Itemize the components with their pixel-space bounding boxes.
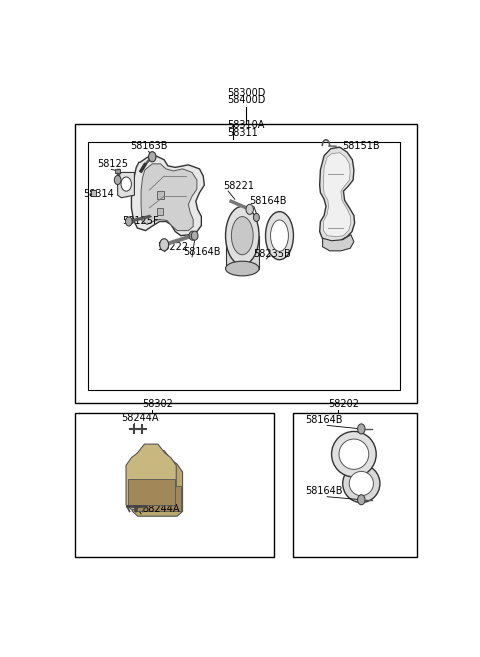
Ellipse shape [343, 464, 380, 503]
Text: 58164B: 58164B [305, 415, 343, 425]
Ellipse shape [339, 439, 369, 469]
Text: 58164B: 58164B [249, 196, 287, 206]
Circle shape [358, 495, 365, 505]
Circle shape [148, 152, 156, 162]
Text: 58125F: 58125F [122, 215, 159, 225]
Text: 58221: 58221 [223, 181, 254, 191]
Polygon shape [128, 480, 175, 505]
Ellipse shape [226, 261, 259, 276]
Polygon shape [141, 164, 197, 231]
Polygon shape [323, 235, 354, 251]
Polygon shape [132, 156, 204, 236]
Circle shape [125, 217, 132, 226]
Text: 58235B: 58235B [252, 249, 290, 259]
Polygon shape [324, 152, 351, 237]
Polygon shape [157, 208, 163, 215]
Ellipse shape [332, 432, 376, 477]
Circle shape [160, 238, 168, 251]
Text: 58125: 58125 [97, 159, 128, 169]
Polygon shape [118, 172, 134, 198]
Circle shape [192, 231, 198, 240]
Circle shape [121, 177, 132, 191]
Text: 58311: 58311 [228, 127, 258, 137]
Text: 58300D: 58300D [227, 87, 265, 97]
Polygon shape [134, 486, 181, 511]
Ellipse shape [231, 217, 253, 255]
Text: 58151B: 58151B [342, 141, 380, 151]
Polygon shape [115, 170, 120, 173]
Text: 58222: 58222 [157, 242, 189, 252]
Text: 58310A: 58310A [228, 120, 265, 131]
Polygon shape [126, 444, 176, 510]
Ellipse shape [271, 220, 288, 252]
Polygon shape [226, 236, 259, 269]
Text: 58244A: 58244A [142, 504, 180, 514]
Polygon shape [132, 451, 182, 516]
Ellipse shape [226, 206, 259, 265]
Text: 58314: 58314 [84, 189, 114, 199]
Text: 58164B: 58164B [183, 247, 220, 257]
Ellipse shape [349, 472, 373, 495]
Polygon shape [320, 147, 355, 242]
Circle shape [246, 204, 253, 214]
Circle shape [253, 214, 259, 221]
Text: 58202: 58202 [328, 399, 359, 409]
Ellipse shape [265, 212, 293, 260]
Circle shape [189, 231, 196, 240]
Text: 58400D: 58400D [227, 95, 265, 105]
Text: 58163B: 58163B [131, 141, 168, 150]
Text: 58302: 58302 [142, 399, 173, 409]
Polygon shape [157, 191, 164, 199]
Polygon shape [91, 190, 96, 196]
Circle shape [114, 175, 121, 185]
Circle shape [358, 424, 365, 434]
Text: 58244A: 58244A [121, 413, 159, 423]
Text: 58164B: 58164B [305, 486, 343, 496]
